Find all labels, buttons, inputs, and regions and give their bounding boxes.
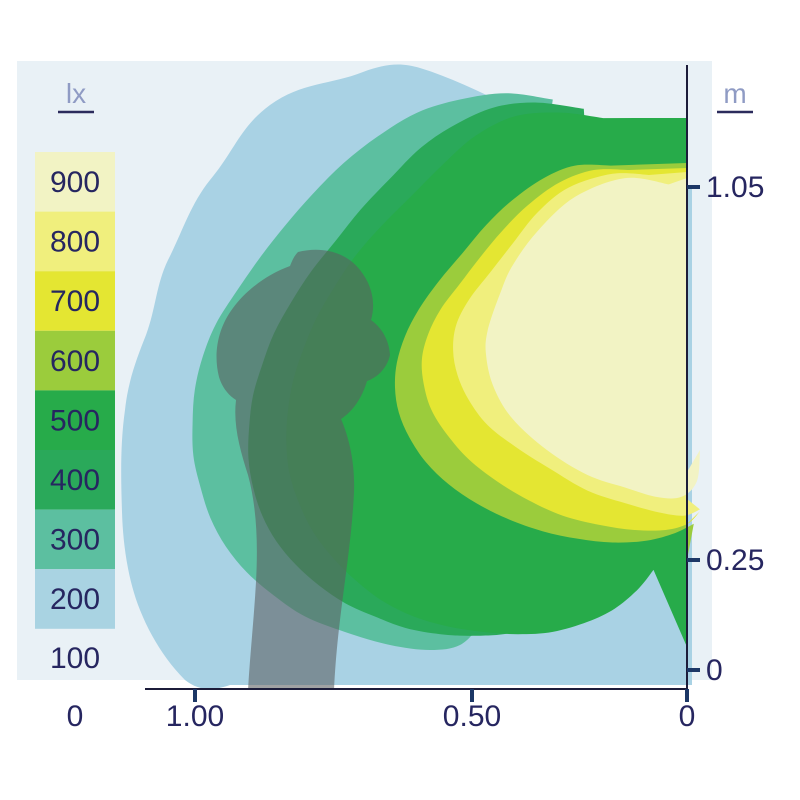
svg-text:lx: lx	[66, 78, 86, 109]
svg-text:600: 600	[50, 345, 100, 378]
svg-text:300: 300	[50, 524, 100, 557]
svg-text:100: 100	[50, 642, 100, 675]
svg-text:900: 900	[50, 166, 100, 199]
svg-text:0: 0	[67, 700, 84, 733]
svg-text:0: 0	[679, 700, 696, 733]
svg-text:0: 0	[706, 654, 723, 687]
svg-text:m: m	[723, 78, 746, 109]
svg-text:1.00: 1.00	[166, 700, 224, 733]
svg-text:800: 800	[50, 226, 100, 259]
svg-text:0.25: 0.25	[706, 544, 764, 577]
svg-text:400: 400	[50, 464, 100, 497]
svg-text:0.50: 0.50	[443, 700, 501, 733]
svg-text:700: 700	[50, 285, 100, 318]
svg-text:200: 200	[50, 583, 100, 616]
svg-text:500: 500	[50, 404, 100, 437]
svg-text:1.05: 1.05	[706, 171, 764, 204]
